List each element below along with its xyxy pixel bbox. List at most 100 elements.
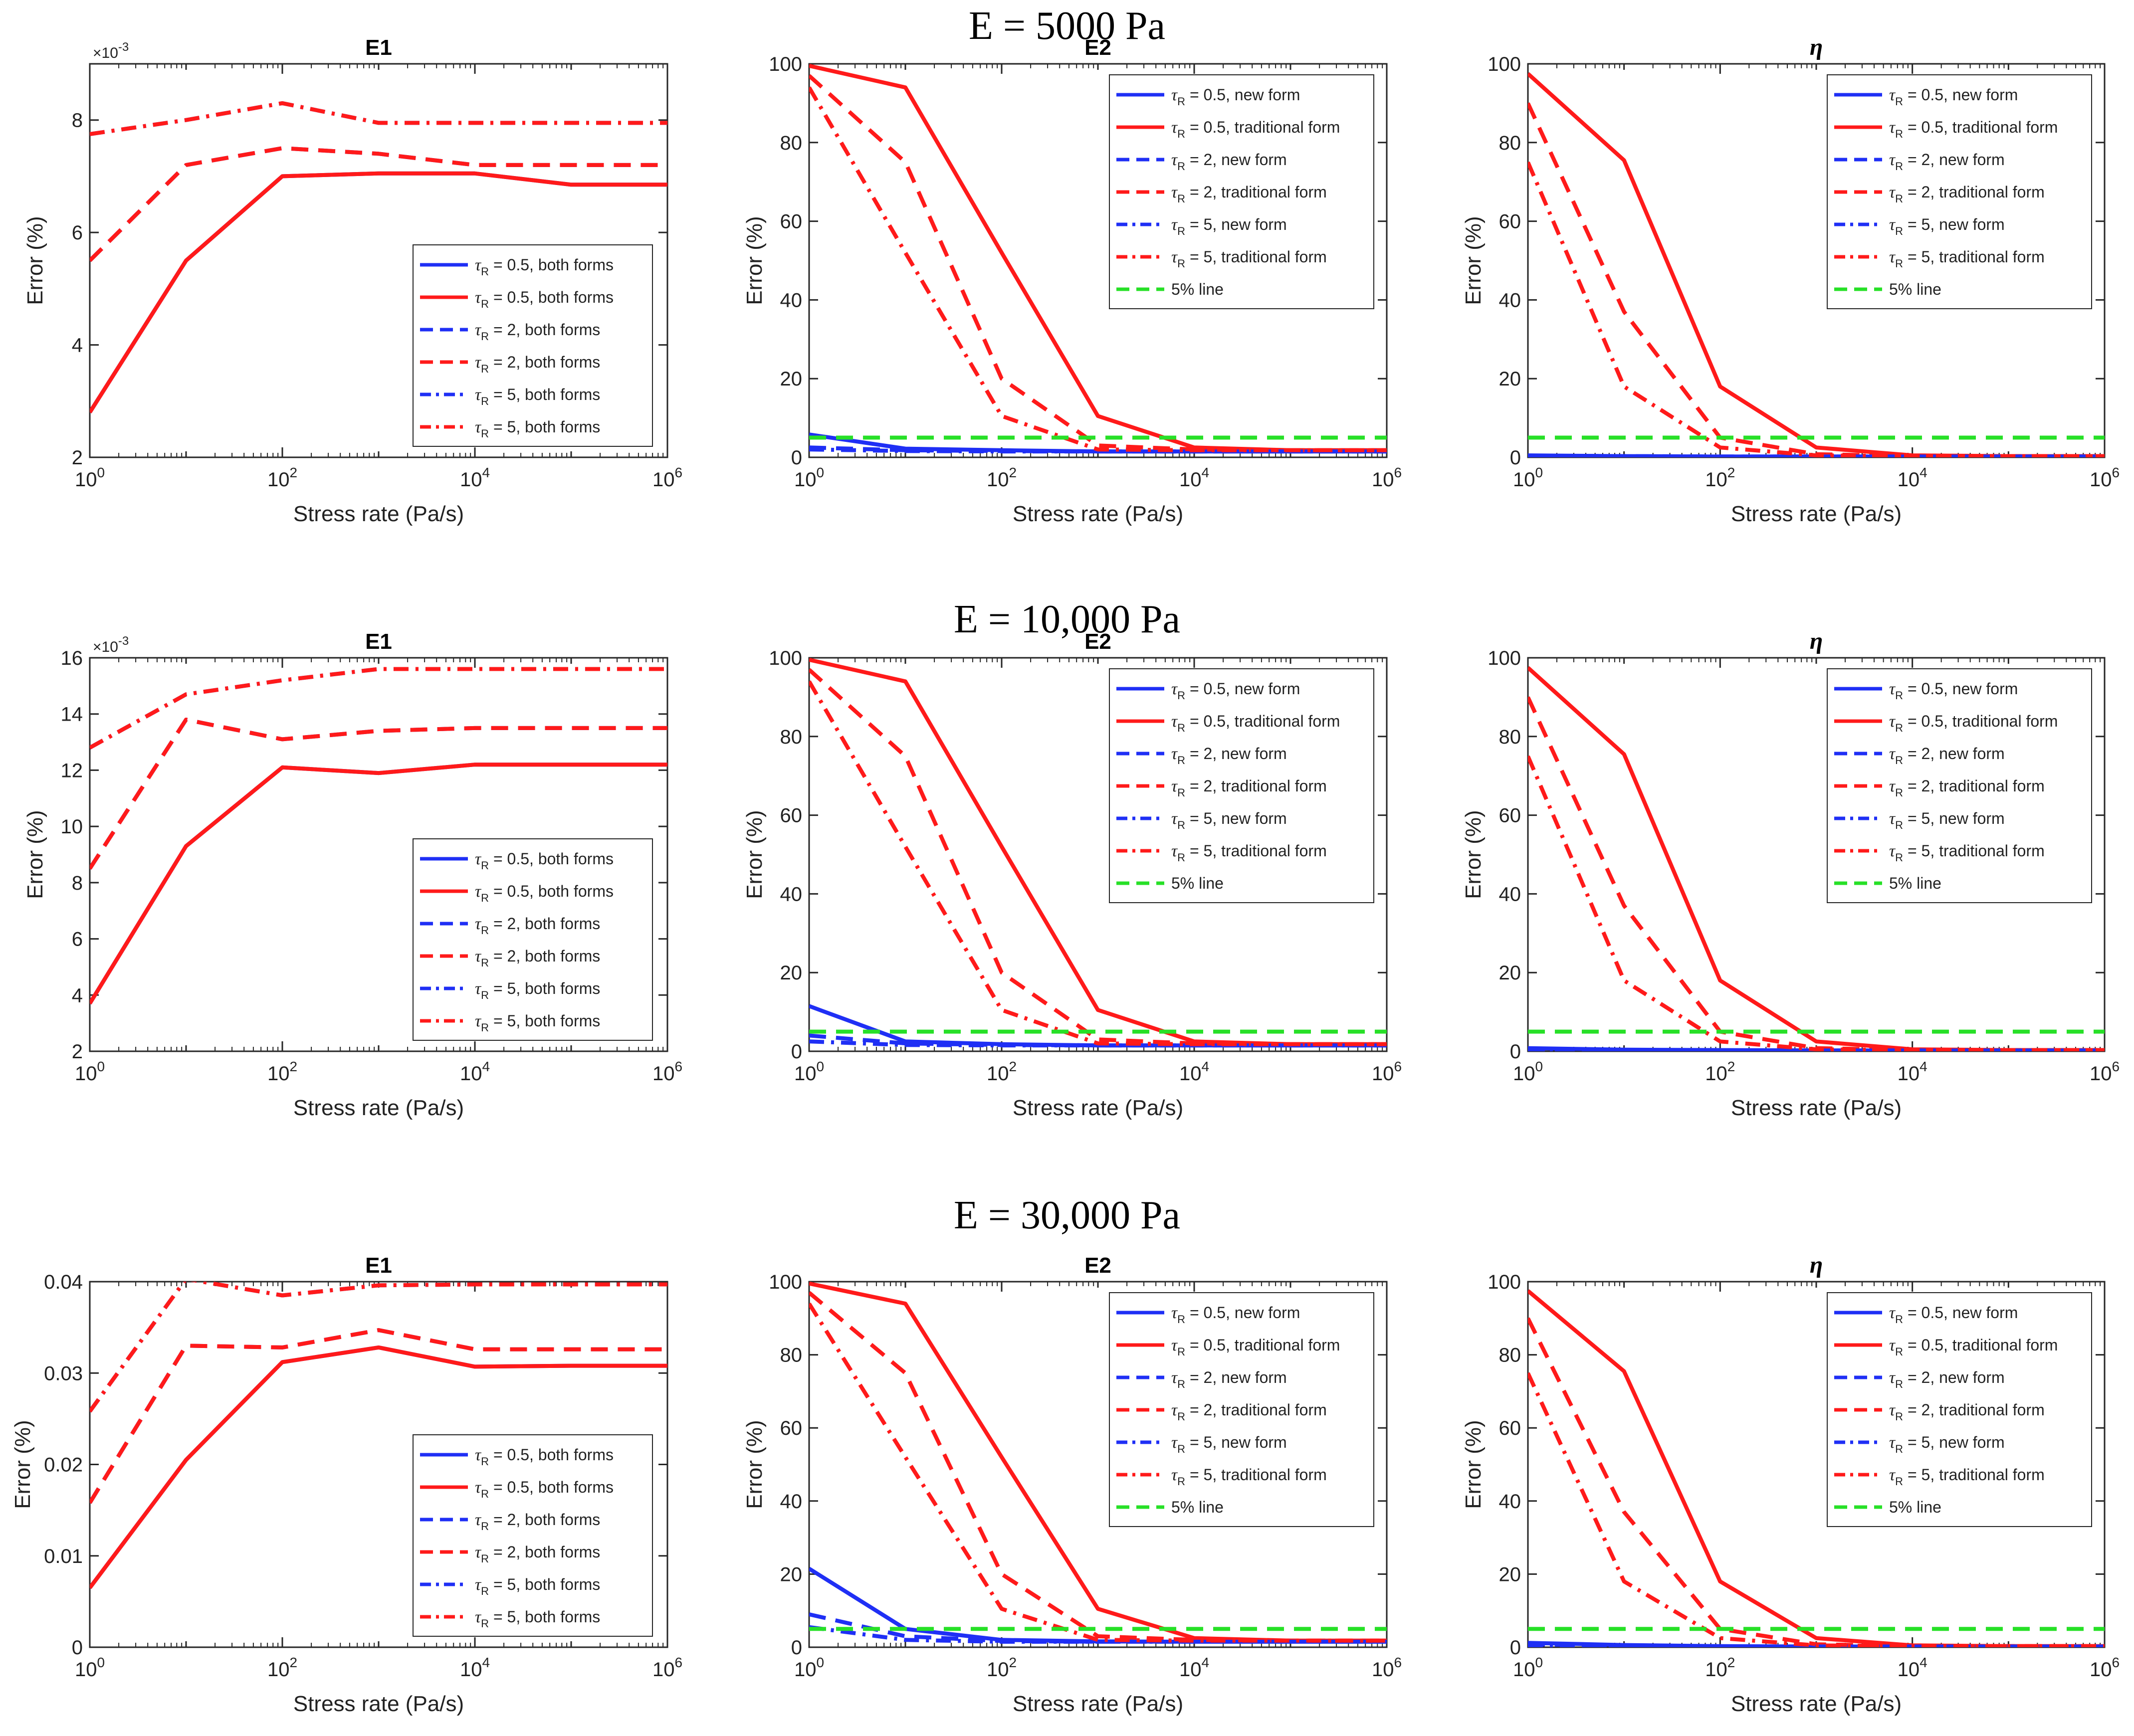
y-tick-label: 20 <box>780 1563 803 1585</box>
legend-entry-label: τR = 0.5, new form <box>1889 1304 2018 1326</box>
y-axis-label: Error (%) <box>1461 1420 1486 1509</box>
legend-entry-text: = 0.5, both forms <box>489 1478 614 1496</box>
legend-box <box>1109 1292 1374 1527</box>
x-tick-base: 10 <box>1898 469 1920 491</box>
x-tick-label: 104 <box>460 1655 490 1681</box>
legend-entry-text: = 0.5, both forms <box>489 1446 614 1464</box>
x-tick-base: 10 <box>1372 1659 1394 1681</box>
x-axis-label: Stress rate (Pa/s) <box>1013 502 1183 526</box>
y-axis-label: Error (%) <box>1461 216 1486 305</box>
x-tick-label: 100 <box>75 1059 105 1085</box>
y-tick-label: 6 <box>72 929 83 951</box>
legend-tau-symbol: τ <box>1889 1466 1896 1484</box>
legend: τR = 0.5, new form τR = 0.5, traditional … <box>1109 668 1374 903</box>
legend-entry-label: τR = 2, traditional form <box>1889 1401 2045 1423</box>
x-tick-label: 100 <box>75 465 105 491</box>
x-axis-label: Stress rate (Pa/s) <box>1013 1692 1183 1716</box>
legend-entry-text: = 5, traditional form <box>1903 1466 2045 1484</box>
legend-tau-subscript: R <box>1895 1475 1903 1488</box>
legend-tau-subscript: R <box>481 1488 489 1500</box>
series-line-red-dashdot-tau-5 <box>809 86 1387 452</box>
legend-tau-symbol: τ <box>1889 1433 1896 1452</box>
y-tick-label: 80 <box>780 726 803 748</box>
x-axis-label: Stress rate (Pa/s) <box>293 1692 464 1716</box>
legend-tau-subscript: R <box>1895 160 1903 173</box>
legend-entry-text: = 2, new form <box>1185 745 1287 763</box>
legend-entry-label: τR = 0.5, traditional form <box>1171 712 1340 734</box>
legend-entry-label: τR = 0.5, both forms <box>475 850 614 872</box>
x-tick-base: 10 <box>794 469 817 491</box>
x-tick-label: 104 <box>460 465 490 491</box>
x-axis-label: Stress rate (Pa/s) <box>293 502 464 526</box>
legend-tau-subscript: R <box>1177 786 1185 799</box>
legend-entry-label: 5% line <box>1889 280 1941 298</box>
legend-tau-subscript: R <box>481 989 489 1001</box>
y-tick-label: 60 <box>1499 1417 1521 1439</box>
legend-entry-text: = 2, traditional form <box>1185 1401 1327 1419</box>
legend-entry-text: 5% line <box>1889 874 1941 892</box>
x-tick-label: 106 <box>2090 1655 2120 1681</box>
legend-tau-subscript: R <box>481 1552 489 1565</box>
legend-tau-symbol: τ <box>475 979 482 998</box>
y-tick-label: 60 <box>780 211 803 233</box>
legend-entry-text: = 2, traditional form <box>1903 183 2045 201</box>
legend-tau-symbol: τ <box>1889 712 1896 731</box>
x-tick-label: 102 <box>267 465 297 491</box>
legend-entry-label: τR = 2, traditional form <box>1889 183 2045 205</box>
legend-entry-label: τR = 0.5, both forms <box>475 256 614 278</box>
x-tick-exponent: 6 <box>674 1655 682 1670</box>
legend-entry-text: 5% line <box>1171 1498 1224 1516</box>
x-axis-label: Stress rate (Pa/s) <box>1731 1096 1902 1120</box>
legend-entry-label: 5% line <box>1171 280 1224 298</box>
x-tick-label: 102 <box>1705 1059 1735 1085</box>
x-tick-base: 10 <box>1179 1063 1202 1085</box>
y-tick-label: 40 <box>1499 1491 1521 1513</box>
legend-tau-subscript: R <box>1895 95 1903 108</box>
x-tick-base: 10 <box>460 469 482 491</box>
y-tick-label: 100 <box>769 1271 802 1293</box>
x-tick-base: 10 <box>75 469 97 491</box>
x-tick-exponent: 6 <box>1394 1059 1402 1074</box>
legend-entry-label: τR = 0.5, new form <box>1889 680 2018 702</box>
y-tick-label: 20 <box>780 368 803 390</box>
legend-box <box>413 838 653 1041</box>
legend-tau-subscript: R <box>481 1617 489 1630</box>
legend-tau-symbol: τ <box>475 256 482 274</box>
legend-entry-text: = 5, traditional form <box>1903 842 2045 860</box>
legend-entry-text: = 2, new form <box>1903 151 2005 169</box>
legend-tau-symbol: τ <box>475 882 482 901</box>
y-tick-label: 20 <box>1499 962 1521 984</box>
legend-entry-label: τR = 5, both forms <box>475 1012 600 1034</box>
legend-tau-subscript: R <box>1895 1410 1903 1423</box>
x-tick-label: 102 <box>267 1655 297 1681</box>
legend-tau-subscript: R <box>1895 851 1903 864</box>
legend-tau-subscript: R <box>481 298 489 310</box>
x-tick-exponent: 4 <box>482 1059 490 1074</box>
y-tick-label: 60 <box>1499 211 1521 233</box>
legend-tau-symbol: τ <box>1171 151 1178 169</box>
legend-entry-label: τR = 0.5, traditional form <box>1889 118 2058 140</box>
legend-entry-label: τR = 0.5, new form <box>1171 680 1300 702</box>
y-tick-label: 2 <box>72 1041 83 1063</box>
x-tick-label: 106 <box>1372 1059 1402 1085</box>
legend-entry-text: = 5, both forms <box>489 1608 600 1626</box>
legend-entry-label: τR = 0.5, traditional form <box>1889 712 2058 734</box>
legend-entry-label: τR = 5, new form <box>1171 1433 1287 1455</box>
legend-tau-subscript: R <box>1895 225 1903 237</box>
legend-entry-text: = 5, new form <box>1903 215 2005 233</box>
legend-entry-text: = 2, new form <box>1185 151 1287 169</box>
y-tick-label: 60 <box>1499 805 1521 827</box>
x-tick-base: 10 <box>267 469 290 491</box>
legend-tau-subscript: R <box>1177 1378 1185 1390</box>
legend-entry-label: τR = 5, new form <box>1889 1433 2005 1455</box>
legend-tau-subscript: R <box>1177 689 1185 702</box>
x-tick-label: 104 <box>1179 1655 1209 1681</box>
x-tick-label: 106 <box>2090 465 2120 491</box>
x-tick-exponent: 2 <box>289 1655 297 1670</box>
x-axis-label: Stress rate (Pa/s) <box>1013 1096 1183 1120</box>
x-tick-exponent: 0 <box>816 1655 824 1670</box>
legend-tau-symbol: τ <box>475 850 482 868</box>
x-tick-exponent: 0 <box>1535 1655 1543 1670</box>
legend-entry-label: τR = 5, traditional form <box>1171 248 1327 270</box>
